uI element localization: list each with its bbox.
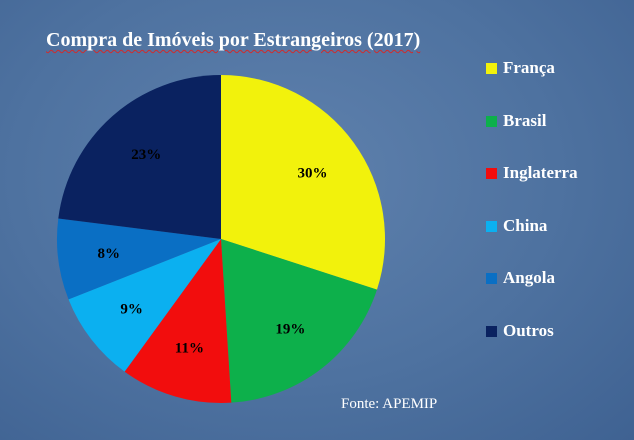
pie-slice-brasil xyxy=(221,239,377,403)
pie-slice-label-outros: 23% xyxy=(131,147,161,163)
legend-swatch xyxy=(486,220,497,232)
pie-slice-inglaterra xyxy=(124,239,232,404)
legend-swatch xyxy=(486,273,497,285)
legend-label: Outros xyxy=(503,320,554,340)
legend-label: Brasil xyxy=(503,110,547,130)
pie-slices xyxy=(56,75,385,404)
pie-slice-labels: 30% 19% 11% 9% 8% 23% xyxy=(97,147,327,357)
legend-label: China xyxy=(503,215,548,235)
legend-label: França xyxy=(503,58,555,77)
pie-slice-label-china: 9% xyxy=(120,301,143,317)
legend-label: Angola xyxy=(503,268,555,288)
legend-swatch xyxy=(486,63,497,74)
pie-slice-china xyxy=(68,239,222,372)
pie-slice-label-brasil: 19% xyxy=(275,321,305,337)
legend-swatch xyxy=(486,325,497,337)
source-note: Fonte: APEMIP xyxy=(341,396,438,412)
pie-slice-franca xyxy=(221,75,385,290)
pie-slice-angola xyxy=(56,218,222,300)
legend-swatch xyxy=(486,115,497,127)
legend-label: Inglaterra xyxy=(503,163,578,183)
pie-slice-label-inglaterra: 11% xyxy=(175,341,204,357)
pie-slice-label-franca: 30% xyxy=(298,166,328,182)
chart-title: Compra de Imóveis por Estrangeiros (2017… xyxy=(46,29,421,51)
pie-slice-outros xyxy=(58,75,221,239)
pie-slice-label-angola: 8% xyxy=(97,246,120,262)
legend-swatch xyxy=(486,168,497,180)
